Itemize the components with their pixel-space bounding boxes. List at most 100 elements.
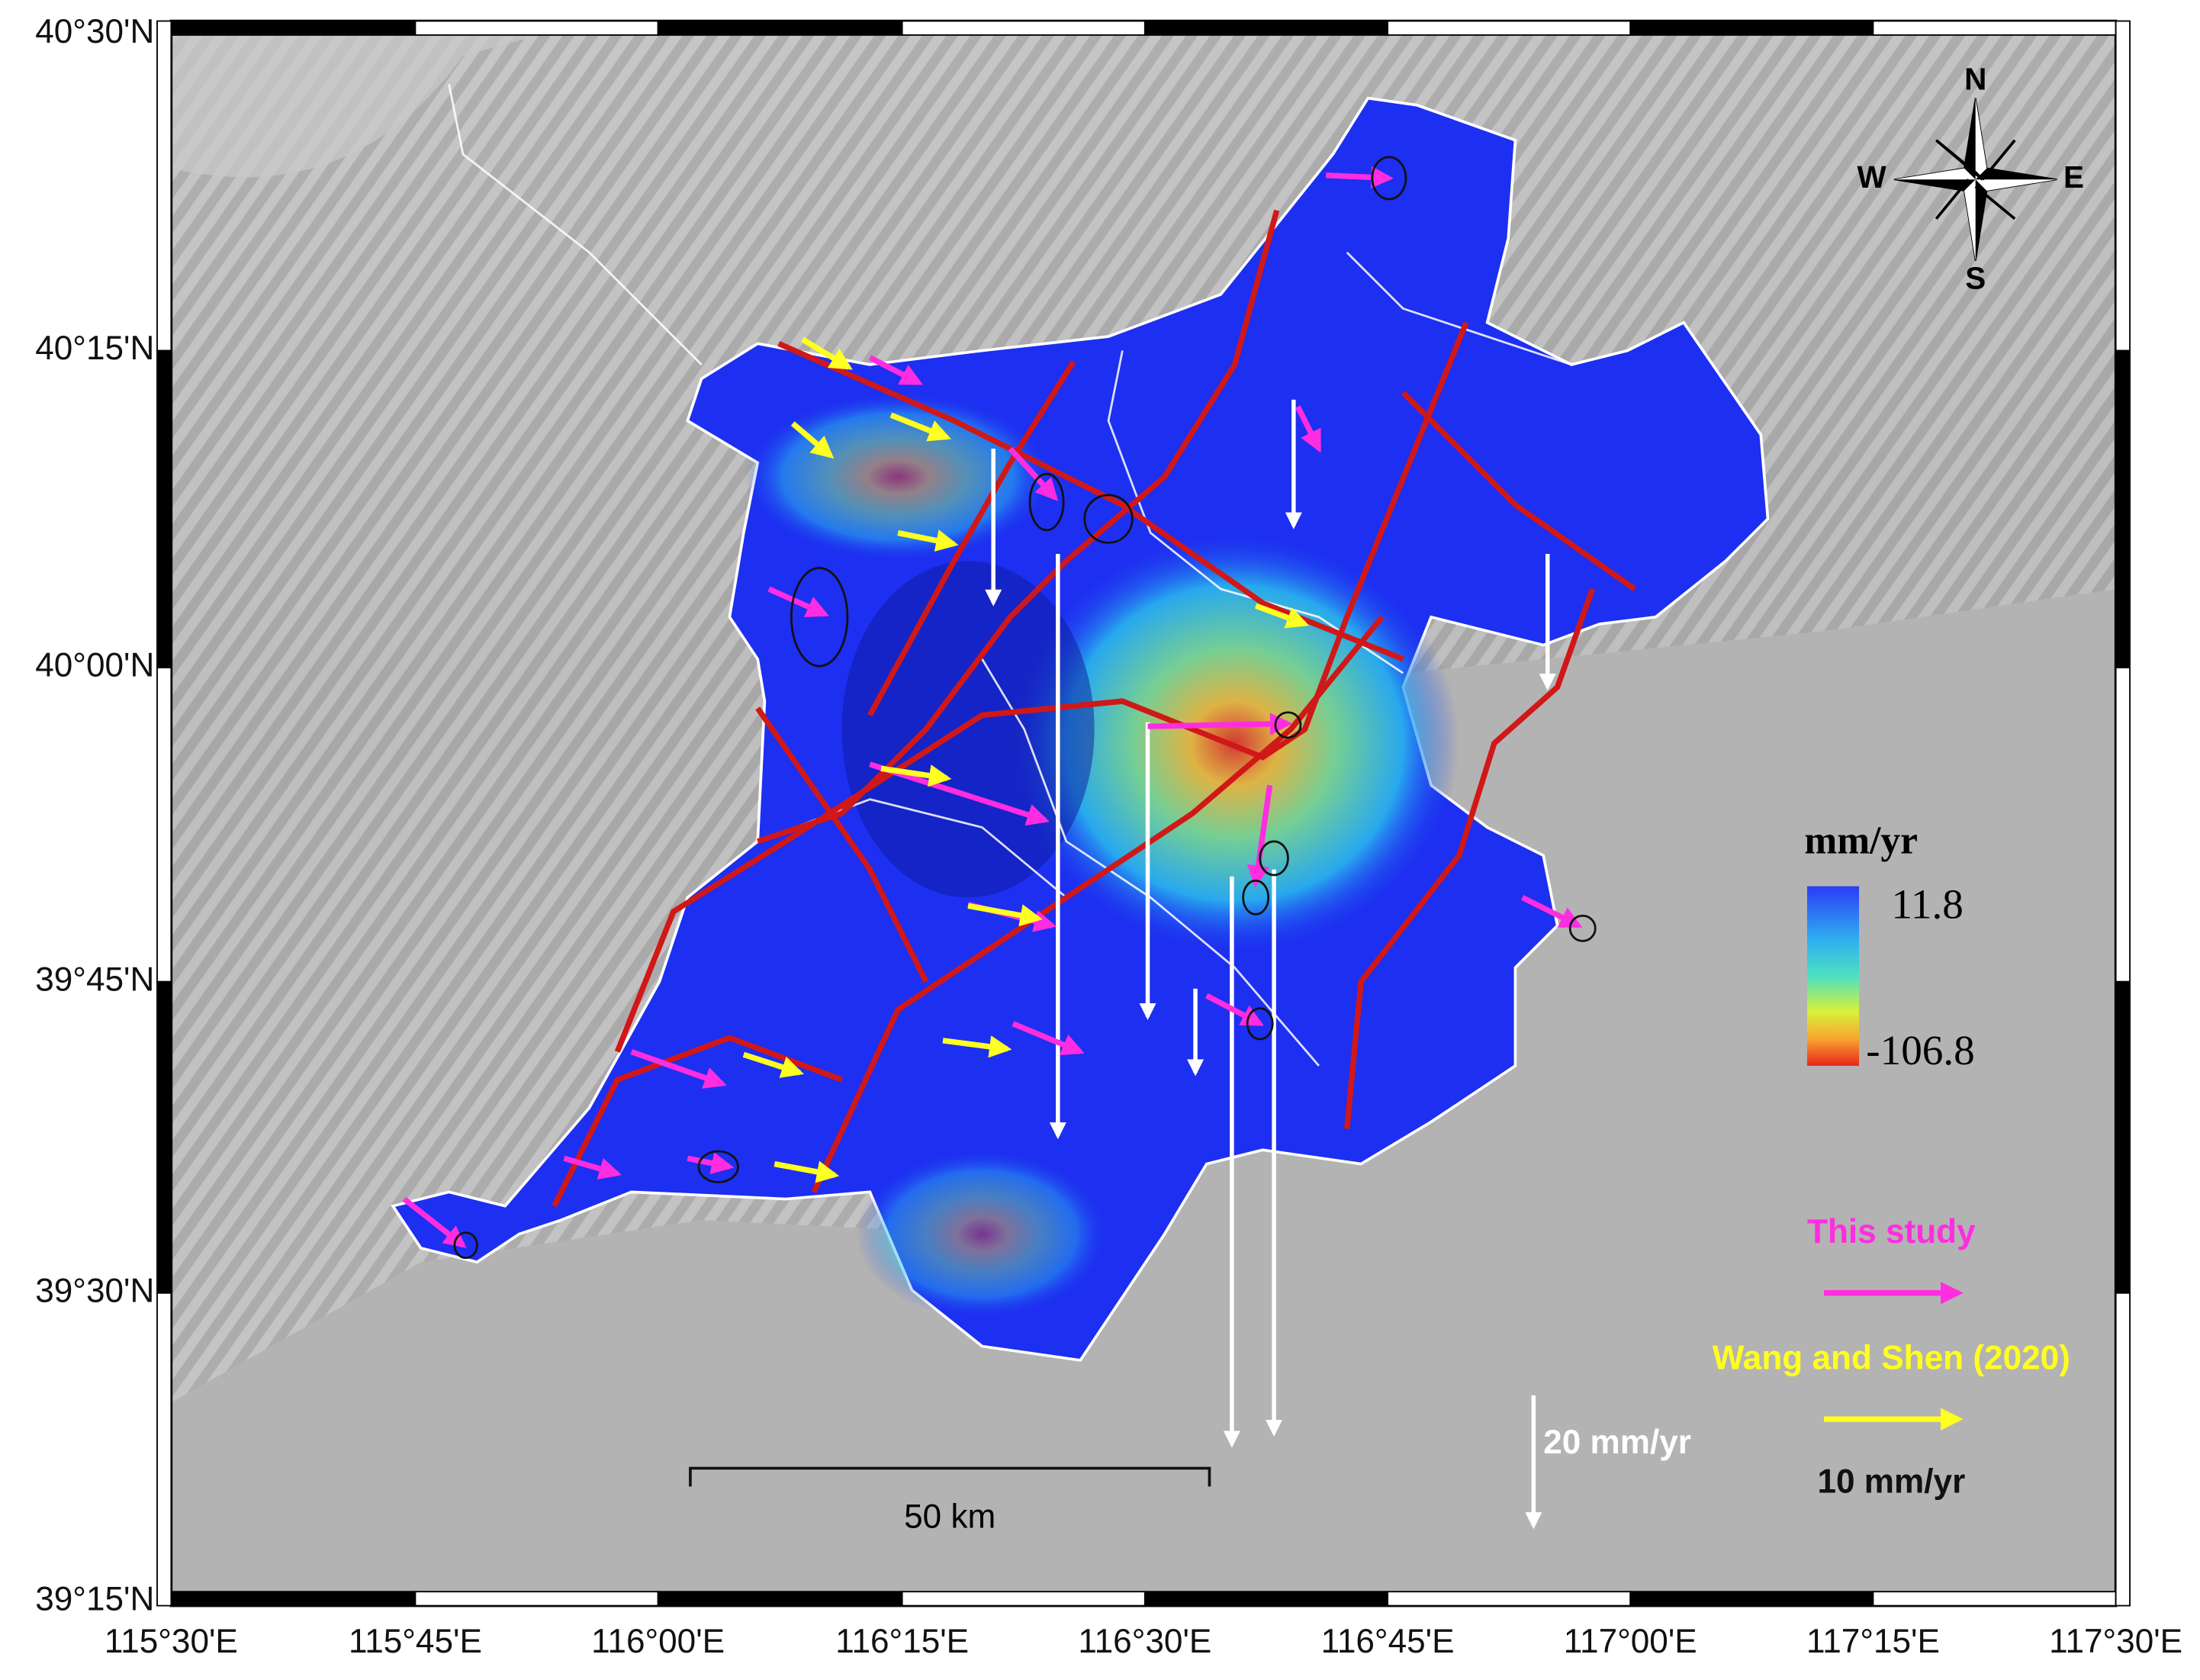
frame-segment	[1629, 20, 1874, 36]
compass-south: S	[1965, 260, 1986, 295]
arrow	[1325, 166, 1394, 189]
reference-arrows	[742, 336, 1310, 1183]
lat-tick-label: 40°30'N	[35, 13, 154, 50]
lon-tick-label: 115°45'E	[349, 1623, 482, 1660]
fault	[867, 360, 1076, 717]
arrow	[801, 336, 853, 370]
boundary	[1346, 251, 1572, 366]
station-ellipse	[697, 1150, 739, 1183]
arrow	[630, 1049, 727, 1089]
arrow	[967, 903, 1043, 927]
lat-tick-label: 40°15'N	[35, 330, 154, 367]
lon-tick-label: 116°00'E	[591, 1623, 725, 1660]
legend-this-study: This study	[1807, 1213, 1976, 1250]
scale-bar-label: 50 km	[904, 1498, 995, 1535]
lat-tick-label: 39°15'N	[35, 1581, 154, 1618]
colorbar-max-label: 11.8	[1891, 881, 1964, 928]
station-ellipse	[1028, 472, 1065, 532]
lat-tick-label: 39°30'N	[35, 1272, 154, 1309]
arrow	[942, 1035, 1012, 1058]
lon-tick-label: 116°45'E	[1321, 1623, 1455, 1660]
frame-segment	[1143, 1591, 1388, 1607]
frame-checker	[156, 20, 2131, 1607]
frame-segment	[156, 349, 172, 668]
legend-vertical-scale: 20 mm/yr	[1543, 1424, 1691, 1461]
fault	[811, 615, 1385, 1193]
arrow	[742, 1051, 804, 1078]
frame-segment	[657, 20, 903, 36]
arrow	[402, 1196, 467, 1248]
lon-tick-label: 116°30'E	[1078, 1623, 1211, 1660]
arrow	[868, 355, 923, 386]
frame-segment	[1629, 1591, 1874, 1607]
arrow	[767, 586, 829, 617]
lon-tick-label: 117°00'E	[1564, 1623, 1697, 1660]
station-ellipse	[453, 1231, 478, 1260]
station-ellipse	[1246, 1007, 1274, 1041]
fault	[1401, 391, 1636, 591]
frame-segment	[170, 1591, 417, 1607]
arrow	[1012, 1021, 1085, 1056]
station-ellipse	[1242, 879, 1270, 916]
frame-segment	[1143, 20, 1388, 36]
fault	[614, 321, 1469, 1053]
frame-segment	[156, 20, 172, 352]
frame-segment	[1872, 1591, 2117, 1607]
vertical-arrows	[985, 399, 1556, 1448]
frame-segment	[414, 20, 659, 36]
frame-segment	[2115, 666, 2131, 983]
frame-segment	[2115, 980, 2131, 1294]
arrow	[790, 421, 835, 459]
compass-north: N	[1964, 61, 1986, 96]
arrow	[897, 529, 959, 552]
arrow	[880, 764, 952, 787]
colorbar	[1807, 886, 1860, 1066]
frame-segment	[1387, 20, 1632, 36]
lat-tick-label: 40°00'N	[35, 647, 154, 684]
station-ellipse	[1083, 494, 1134, 544]
frame-segment	[2115, 20, 2131, 352]
arrow	[1147, 713, 1293, 735]
frame-segment	[1387, 1591, 1632, 1607]
scale-bar	[689, 1466, 1211, 1487]
frame-segment	[901, 1591, 1146, 1607]
arrow	[774, 1160, 840, 1183]
arrow	[1254, 603, 1310, 629]
lon-tick-label: 116°15'E	[835, 1623, 969, 1660]
lat-tick-label: 39°45'N	[35, 961, 154, 998]
frame-segment	[156, 1292, 172, 1607]
compass-rose	[1893, 98, 2057, 262]
boundary	[1107, 350, 1404, 674]
frame-segment	[657, 1591, 903, 1607]
frame-segment	[901, 20, 1146, 36]
arrow	[1520, 895, 1583, 929]
fault	[755, 706, 929, 983]
subsidence-zone	[855, 1150, 1109, 1318]
frame-segment	[170, 20, 417, 36]
legend-reference: Wang and Shen (2020)	[1713, 1340, 2070, 1377]
legend-horizontal-scale: 10 mm/yr	[1817, 1463, 1965, 1500]
lon-tick-label: 117°15'E	[1806, 1623, 1940, 1660]
basin	[171, 21, 590, 178]
station-ellipse	[1274, 711, 1302, 739]
arrow	[1008, 446, 1059, 501]
fault	[1344, 587, 1596, 1129]
frame-segment	[414, 1591, 659, 1607]
arrow	[563, 1155, 622, 1180]
frame-segment	[156, 980, 172, 1294]
colorbar-title: mm/yr	[1804, 819, 1918, 862]
arrow	[1205, 993, 1264, 1027]
arrow	[889, 412, 951, 442]
lon-tick-label: 117°30'E	[2049, 1623, 2182, 1660]
station-ellipses	[453, 156, 1597, 1260]
arrow	[1246, 784, 1273, 888]
frame-segment	[156, 666, 172, 983]
station-ellipse	[1259, 840, 1289, 877]
station-ellipse	[1371, 156, 1407, 201]
compass-diagonals	[1935, 139, 2016, 220]
station-ellipse	[1568, 914, 1597, 942]
lon-tick-label: 115°30'E	[105, 1623, 238, 1660]
compass-east: E	[2063, 159, 2084, 195]
